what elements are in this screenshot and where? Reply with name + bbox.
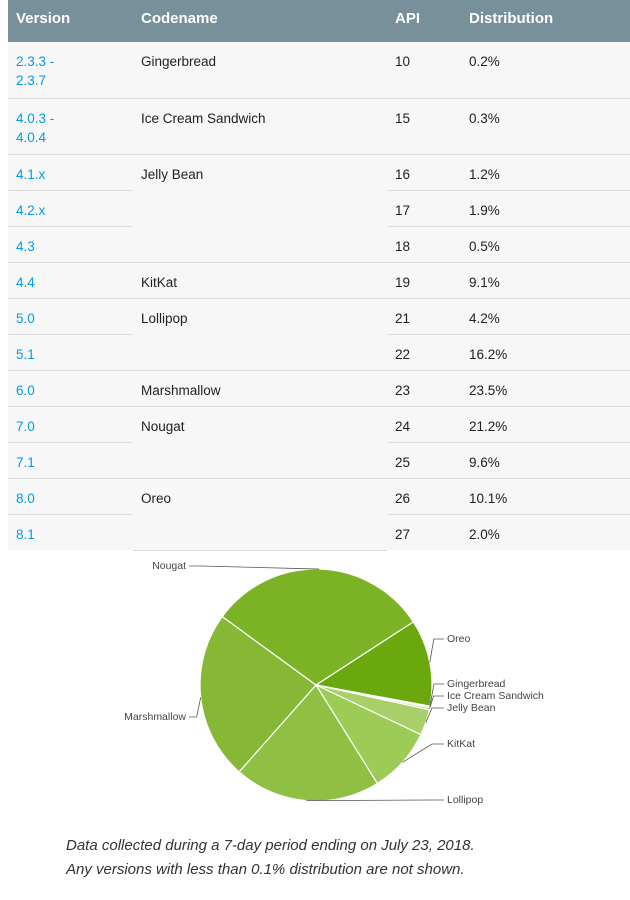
version-link[interactable]: 4.2.x	[8, 190, 133, 227]
distribution-cell: 0.5%	[461, 226, 630, 263]
table-row: 4.2.x 17 1.9%	[8, 190, 630, 227]
distribution-cell: 16.2%	[461, 334, 630, 371]
version-link[interactable]: 8.1	[8, 514, 133, 550]
api-cell: 18	[387, 226, 461, 263]
table-row: 4.4 KitKat 19 9.1%	[8, 262, 630, 299]
table-header-row: Version Codename API Distribution	[8, 0, 630, 42]
api-cell: 16	[387, 154, 461, 191]
version-link[interactable]: 7.0	[8, 406, 133, 443]
api-cell: 27	[387, 514, 461, 550]
pie-leader-line	[429, 638, 444, 663]
version-link[interactable]: 7.1	[8, 442, 133, 479]
pie-leader-line	[429, 683, 444, 708]
pie-leader-line	[306, 799, 444, 801]
distribution-cell: 0.2%	[461, 42, 630, 99]
header-version: Version	[8, 0, 133, 42]
api-cell: 21	[387, 298, 461, 335]
codename-cell: Ice Cream Sandwich	[133, 98, 387, 155]
api-cell: 15	[387, 98, 461, 155]
codename-cell: Lollipop	[133, 298, 387, 371]
version-line: 4.0.3 -	[16, 110, 55, 126]
pie-label: Jelly Bean	[447, 702, 496, 714]
distribution-table: Version Codename API Distribution 2.3.3 …	[8, 0, 630, 551]
caption-line-1: Data collected during a 7-day period end…	[66, 837, 475, 854]
api-cell: 22	[387, 334, 461, 371]
pie-label: Gingerbread	[447, 678, 506, 690]
api-cell: 26	[387, 478, 461, 515]
pie-label: Ice Cream Sandwich	[447, 690, 544, 702]
version-link[interactable]: 5.0	[8, 298, 133, 335]
version-link[interactable]: 2.3.3 - 2.3.7	[8, 42, 133, 99]
version-link[interactable]: 4.0.3 - 4.0.4	[8, 98, 133, 155]
pie-slice-nougat	[221, 568, 415, 686]
codename-cell: Jelly Bean	[133, 154, 387, 263]
version-line: 2.3.7	[16, 73, 47, 88]
pie-label: Marshmallow	[124, 711, 186, 723]
pie-leader-line	[425, 707, 444, 723]
version-link[interactable]: 5.1	[8, 334, 133, 371]
version-link[interactable]: 4.4	[8, 262, 133, 299]
version-link[interactable]: 8.0	[8, 478, 133, 515]
table-row: 5.1 22 16.2%	[8, 334, 630, 371]
pie-label: Oreo	[447, 633, 471, 645]
table-row: 6.0 Marshmallow 23 23.5%	[8, 370, 630, 407]
table-row: 4.3 18 0.5%	[8, 226, 630, 263]
distribution-cell: 2.0%	[461, 514, 630, 550]
distribution-cell: 23.5%	[461, 370, 630, 407]
pie-label: KitKat	[447, 738, 475, 750]
distribution-cell: 21.2%	[461, 406, 630, 443]
distribution-cell: 10.1%	[461, 478, 630, 515]
pie-leader-line	[189, 565, 320, 570]
distribution-cell: 9.1%	[461, 262, 630, 299]
table-row: 7.1 25 9.6%	[8, 442, 630, 479]
api-cell: 25	[387, 442, 461, 479]
distribution-cell: 1.2%	[461, 154, 630, 191]
table-row: 4.1.x Jelly Bean 16 1.2%	[8, 154, 630, 263]
version-link[interactable]: 4.3	[8, 226, 133, 263]
version-line: 2.3.3 -	[16, 54, 55, 69]
pie-label: Lollipop	[447, 794, 483, 806]
pie-slices	[199, 568, 433, 802]
codename-cell: Oreo	[133, 478, 387, 551]
pie-leader-line	[429, 695, 444, 709]
pie-leader-line	[402, 743, 444, 763]
codename-cell: KitKat	[133, 262, 387, 299]
header-codename: Codename	[133, 0, 387, 42]
table-row: 8.0 Oreo 26 10.1%	[8, 478, 630, 551]
api-cell: 19	[387, 262, 461, 299]
distribution-cell: 4.2%	[461, 298, 630, 335]
api-cell: 10	[387, 42, 461, 99]
api-cell: 17	[387, 190, 461, 227]
distribution-cell: 9.6%	[461, 442, 630, 479]
api-cell: 24	[387, 406, 461, 443]
version-line: 4.0.4	[16, 129, 47, 145]
codename-cell: Marshmallow	[133, 370, 387, 407]
codename-cell: Nougat	[133, 406, 387, 479]
version-link[interactable]: 6.0	[8, 370, 133, 407]
data-caption: Data collected during a 7-day period end…	[66, 834, 606, 882]
table-row: 4.0.3 - 4.0.4 Ice Cream Sandwich 15 0.3%	[8, 98, 630, 155]
version-link[interactable]: 4.1.x	[8, 154, 133, 191]
android-distribution-table: Version Codename API Distribution 2.3.3 …	[8, 0, 630, 551]
table-row: 2.3.3 - 2.3.7 Gingerbread 10 0.2%	[8, 42, 630, 99]
codename-cell: Gingerbread	[133, 42, 387, 99]
distribution-cell: 0.3%	[461, 98, 630, 155]
header-api: API	[387, 0, 461, 42]
api-cell: 23	[387, 370, 461, 407]
header-distribution: Distribution	[461, 0, 630, 42]
distribution-cell: 1.9%	[461, 190, 630, 227]
pie-label: Nougat	[152, 560, 186, 572]
table-row: 7.0 Nougat 24 21.2%	[8, 406, 630, 479]
table-row: 5.0 Lollipop 21 4.2%	[8, 298, 630, 371]
table-row: 8.1 27 2.0%	[8, 514, 630, 550]
caption-line-2: Any versions with less than 0.1% distrib…	[66, 861, 465, 878]
pie-leader-line	[189, 697, 202, 718]
